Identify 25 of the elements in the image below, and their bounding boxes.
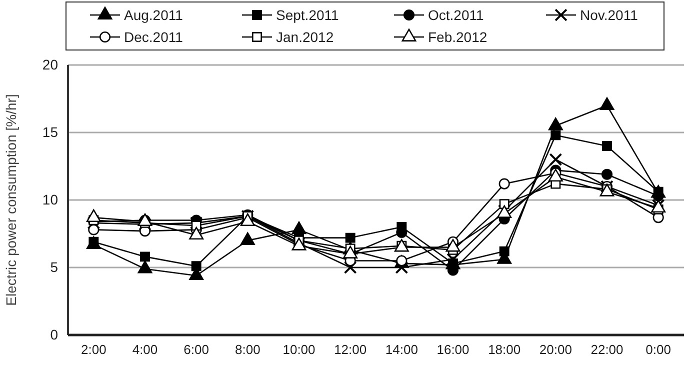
- y-tick-label: 15: [42, 124, 58, 140]
- x-tick-label: 6:00: [184, 342, 209, 358]
- x-tick-label: 8:00: [235, 342, 260, 358]
- legend-label: Dec.2011: [124, 29, 184, 45]
- y-tick-label: 5: [50, 258, 58, 275]
- y-tick-label: 20: [42, 56, 58, 72]
- legend-label: Oct.2011: [428, 7, 484, 23]
- x-tick-label: 2:00: [81, 342, 106, 358]
- legend-label: Nov.2011: [580, 7, 638, 23]
- y-tick-label: 10: [42, 191, 58, 208]
- y-tick-label: 0: [50, 326, 58, 342]
- x-tick-label: 4:00: [132, 342, 158, 358]
- legend-label: Sept.2011: [276, 7, 340, 23]
- y-axis-title: Electric power consumption [%/hr]: [3, 94, 19, 306]
- x-tick-label: 10:00: [282, 342, 316, 358]
- legend-label: Aug.2011: [124, 7, 184, 23]
- x-tick-label: 12:00: [334, 342, 367, 358]
- x-tick-label: 16:00: [436, 342, 470, 358]
- x-tick-label: 0:00: [646, 342, 671, 358]
- x-tick-label: 14:00: [385, 342, 418, 358]
- x-tick-label: 22:00: [590, 342, 624, 358]
- x-tick-label: 18:00: [488, 342, 521, 358]
- legend-label: Jan.2012: [276, 29, 334, 45]
- legend-label: Feb.2012: [428, 29, 488, 45]
- x-tick-label: 20:00: [539, 342, 572, 358]
